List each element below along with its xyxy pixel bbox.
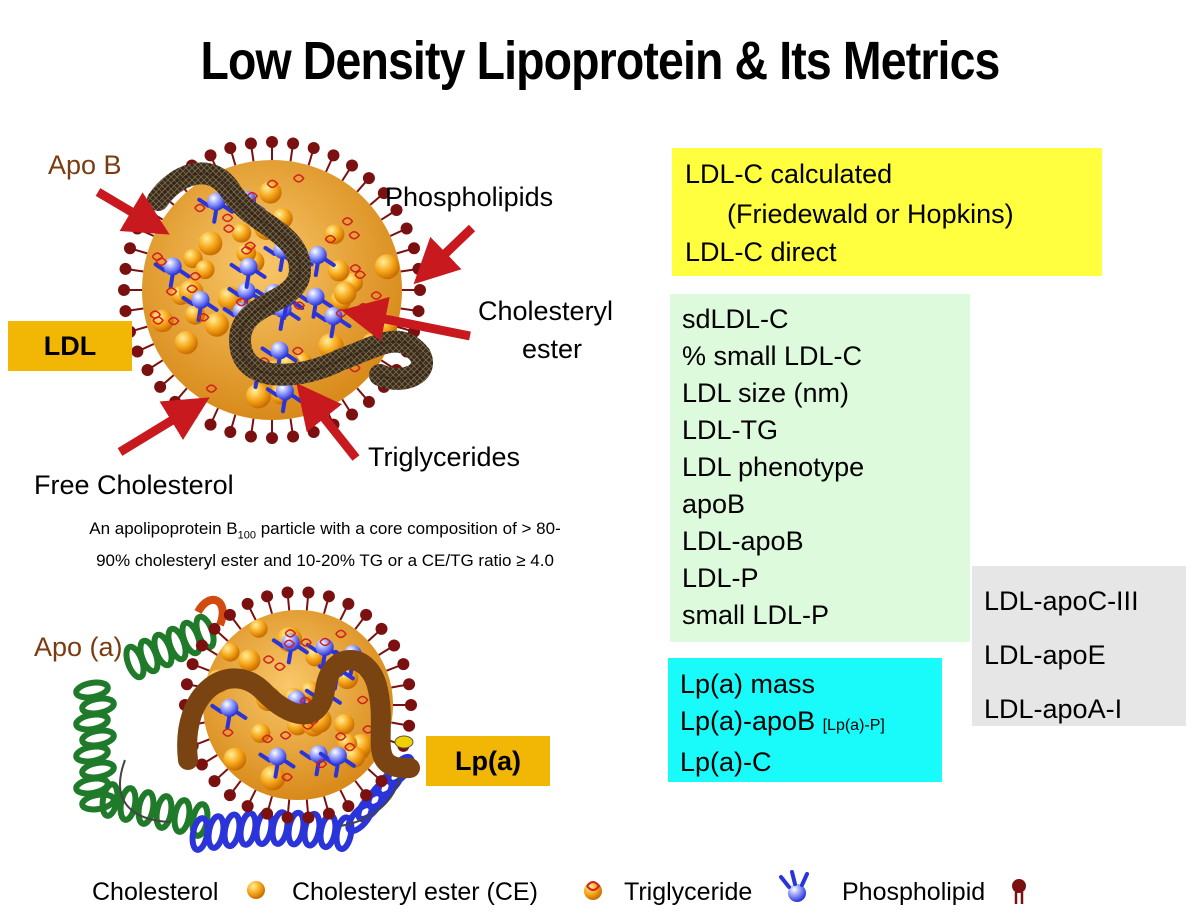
triglycerides-label: Triglycerides [368,442,521,472]
legend-triglyceride: Triglyceride [624,878,753,906]
arrow-apo-b [95,188,170,235]
lpa-apo-b-band [177,650,420,779]
cholesterol-icon [247,881,265,899]
legend: Cholesterol Cholesteryl ester (CE) Trigl… [0,872,1200,912]
apo-a-label: Apo (a) [34,632,123,662]
metric-item: LDL-TG [682,415,779,445]
page-title: Low Density Lipoprotein & Its Metrics [200,31,1000,91]
free-cholesterol-label: Free Cholesterol [34,470,234,500]
ldl-tag: LDL [8,321,132,371]
metric-item: LDL phenotype [682,452,865,482]
metric-item: LDL-apoE [984,640,1106,670]
friedewald-hopkins: (Friedewald or Hopkins) [727,199,1014,229]
cholesteryl-label: Cholesteryl [478,296,614,326]
apo-a-helix-green [73,613,217,839]
apo-b-label: Apo B [48,150,122,180]
ldl-caption: An apolipoprotein B100 particle with a c… [89,519,561,571]
lpa-mass: Lp(a) mass [680,669,816,699]
ldl-c-direct: LDL-C direct [685,237,837,267]
ldl-particle-metrics-box: sdLDL-C % small LDL-C LDL size (nm) LDL-… [670,294,970,642]
metric-item: LDL-apoC-III [984,586,1139,616]
arrow-triglycerides [296,382,360,461]
metric-item: LDL-apoB [682,526,804,556]
metric-item: sdLDL-C [682,304,789,334]
lpa-c: Lp(a)-C [680,747,772,777]
lpa-phospholipid-fringe [179,586,417,824]
phospholipid-icon [1012,879,1026,904]
lpa-apob: Lp(a)-apoB [Lp(a)-P] [680,706,885,736]
lpa-illustration [73,586,420,853]
legend-cholesteryl-ester: Cholesteryl ester (CE) [292,878,538,906]
triglyceride-icon [779,870,809,902]
apo-a-helix-orange [194,596,227,627]
ldl-c-calculated: LDL-C calculated [685,159,893,189]
cholesteryl-ester-icon [584,881,602,900]
lpa-metrics-box: Lp(a) mass Lp(a)-apoB [Lp(a)-P] Lp(a)-C [668,658,942,782]
metric-item: % small LDL-C [682,341,863,371]
phospholipids-label: Phospholipids [385,182,554,212]
ldl-c-box: LDL-C calculated (Friedewald or Hopkins)… [672,148,1102,276]
metric-item: small LDL-P [682,600,830,630]
lpa-tag: Lp(a) [426,736,550,786]
arrow-cholesteryl-ester [341,296,471,342]
legend-cholesterol: Cholesterol [92,878,219,906]
ldl-apo-metrics-box: LDL-apoC-III LDL-apoE LDL-apoA-I [972,566,1186,726]
arrow-phospholipids [413,224,476,285]
metric-item: LDL-P [682,563,759,593]
ester-label: ester [522,334,583,364]
metric-item: apoB [682,489,746,519]
apo-b-band [147,162,433,390]
metric-item: LDL size (nm) [682,378,850,408]
arrow-free-cholesterol [117,397,210,456]
metric-item: LDL-apoA-I [984,694,1123,724]
legend-phospholipid: Phospholipid [842,878,986,906]
